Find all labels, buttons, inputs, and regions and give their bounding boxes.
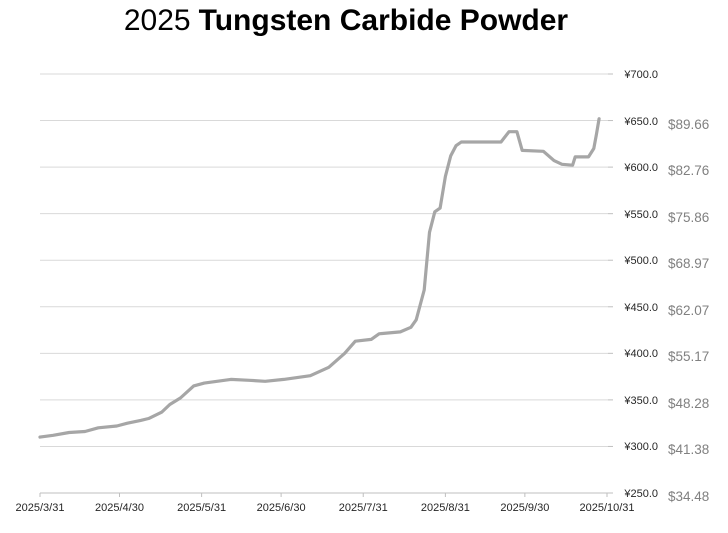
y-axis-label-yen: ¥400.0 xyxy=(624,348,658,361)
y-axis-label-usd: $75.86 xyxy=(668,209,710,225)
x-axis-label: 2025/9/30 xyxy=(500,502,550,514)
y-axis-label-usd: $82.76 xyxy=(668,163,710,179)
x-axis-label: 2025/7/31 xyxy=(338,502,388,514)
title-year: 2025 xyxy=(123,4,191,37)
x-axis-label: 2025/10/31 xyxy=(579,502,635,514)
y-axis-label-yen: ¥250.0 xyxy=(624,488,658,500)
x-axis-label: 2025/5/31 xyxy=(177,502,227,514)
y-axis-label-usd: $89.66 xyxy=(668,116,710,132)
title-main: Tungsten Carbide Powder xyxy=(198,4,569,37)
series-line xyxy=(38,117,601,439)
y-axis-label-usd: $62.07 xyxy=(668,302,710,318)
x-axis-label: 2025/4/30 xyxy=(95,502,144,514)
y-axis-label-usd: $68.97 xyxy=(668,256,710,272)
x-axis-label: 2025/3/31 xyxy=(15,502,65,514)
y-axis-label-yen: ¥450.0 xyxy=(624,301,658,314)
x-axis-label: 2025/8/31 xyxy=(420,502,470,514)
y-axis-label-yen: ¥600.0 xyxy=(624,162,658,175)
y-axis-label-yen: ¥350.0 xyxy=(624,394,658,407)
y-axis-label-usd: $34.48 xyxy=(668,489,710,504)
y-axis-label-yen: ¥500.0 xyxy=(624,255,658,268)
x-axis-label: 2025/6/30 xyxy=(256,502,306,514)
y-axis-label-usd: $55.17 xyxy=(668,349,710,365)
y-axis-label-yen: ¥550.0 xyxy=(624,208,658,221)
chart-title: 2025 Tungsten Carbide Powder xyxy=(0,4,692,38)
y-axis-label-yen: ¥700.0 xyxy=(624,69,658,81)
y-axis-label-yen: ¥650.0 xyxy=(624,115,658,128)
y-axis-label-yen: ¥300.0 xyxy=(624,441,658,454)
y-axis-label-usd: $48.28 xyxy=(668,395,710,411)
y-axis-label-usd: $41.38 xyxy=(668,442,710,458)
